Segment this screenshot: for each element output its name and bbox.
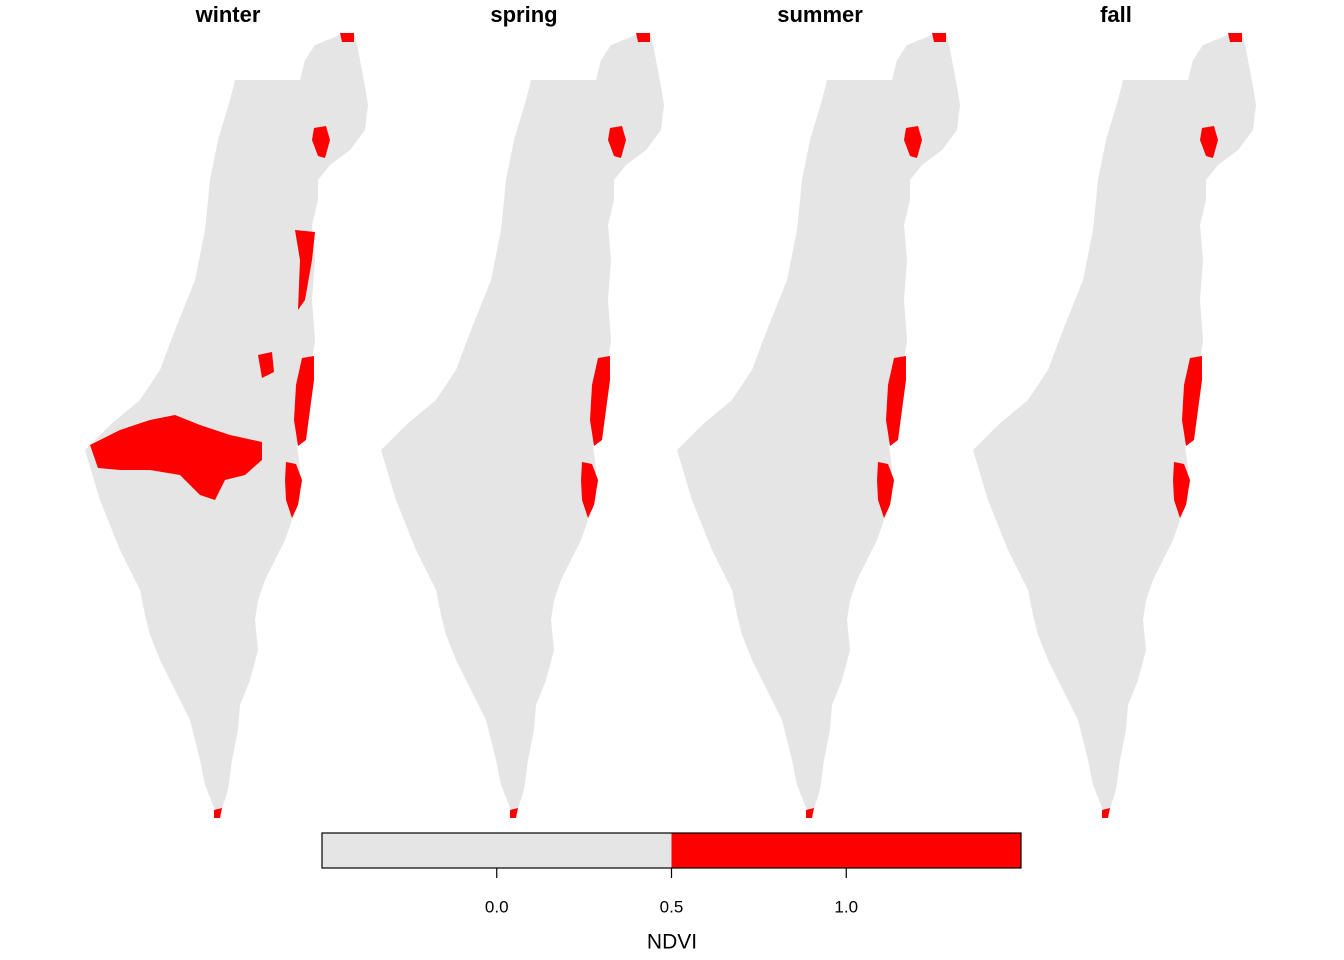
legend-tick-label: 1.0 — [834, 897, 858, 916]
map-panel: winter — [85, 2, 368, 818]
map-panels: winter spring summer fall — [85, 2, 1256, 818]
legend-bin — [322, 833, 672, 868]
legend-tick-label: 0.5 — [660, 897, 684, 916]
legend: NDVI 0.0 0.5 1.0 — [321, 832, 1022, 954]
map-panel: fall — [973, 2, 1256, 818]
legend-bin — [671, 833, 1021, 868]
panel-title: spring — [490, 2, 557, 27]
legend-tick-label: 0.0 — [485, 897, 509, 916]
panel-title: fall — [1100, 2, 1132, 27]
map-panel: summer — [677, 2, 960, 818]
panel-title: summer — [777, 2, 863, 27]
legend-title: NDVI — [647, 931, 697, 954]
map-panel: spring — [381, 2, 664, 818]
panel-title: winter — [195, 2, 261, 27]
